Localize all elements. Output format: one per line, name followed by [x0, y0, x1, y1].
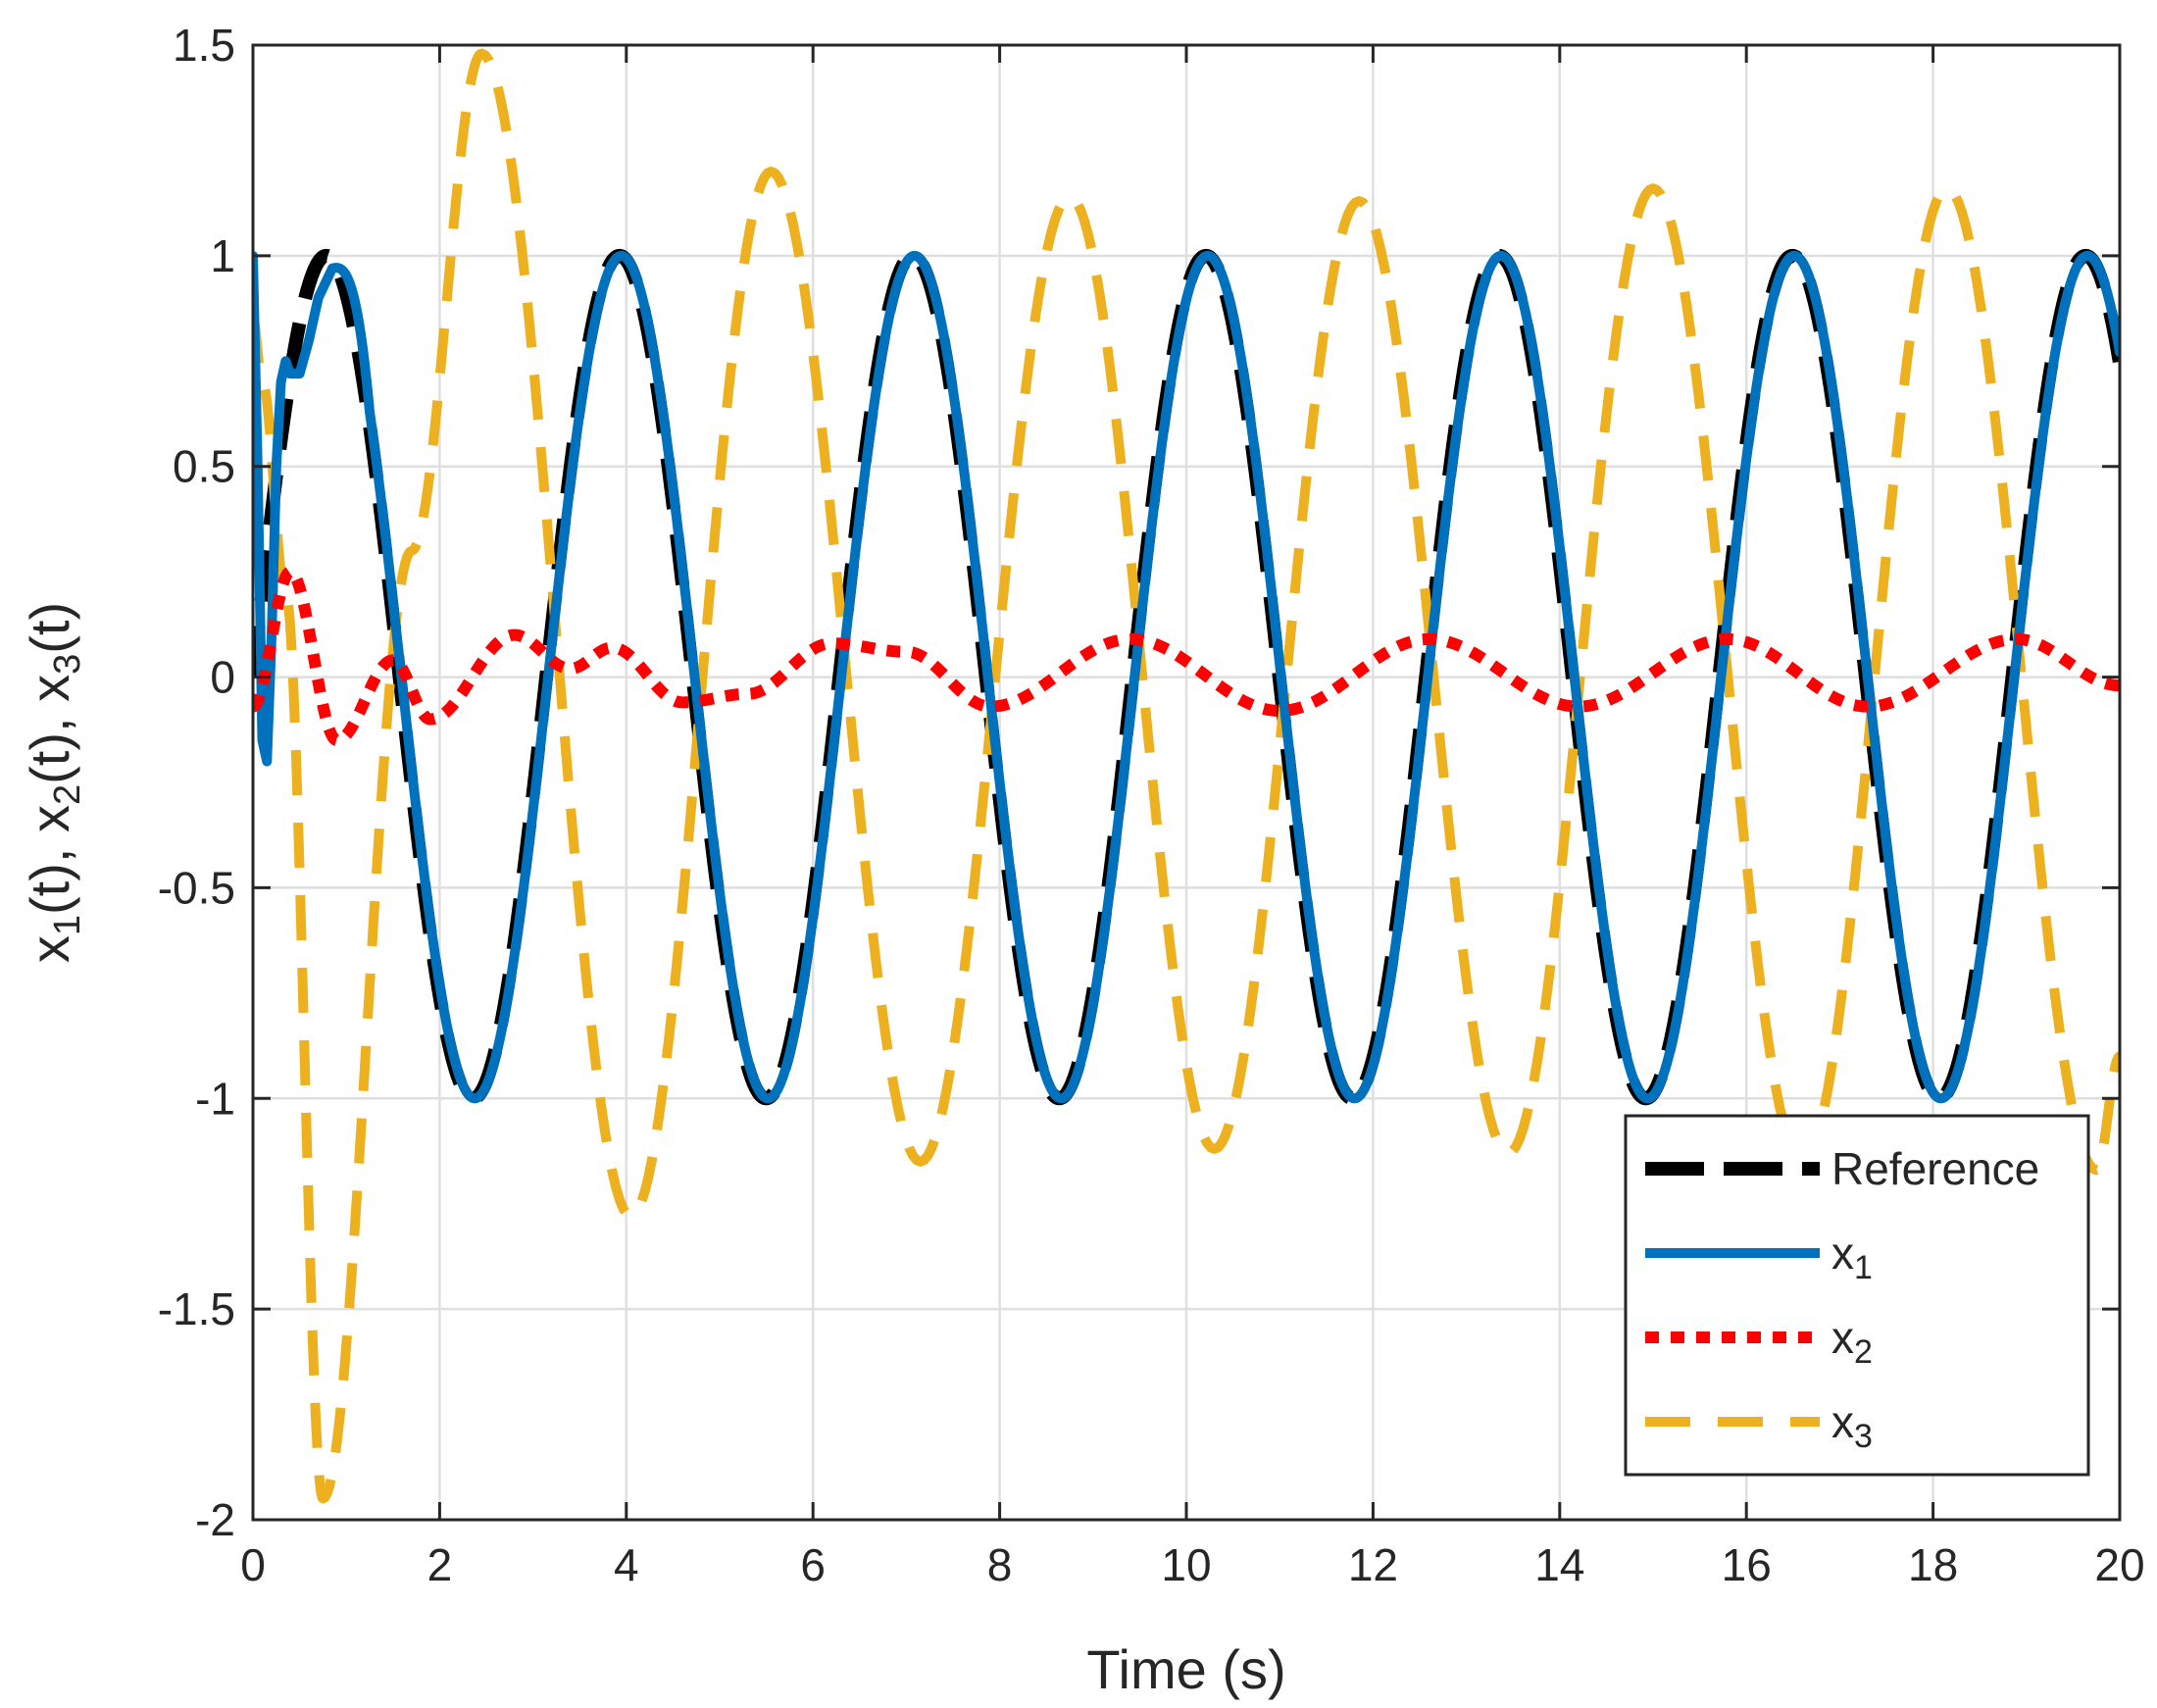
y-axis-title-subscript: 3 — [47, 654, 88, 675]
legend-label-text: x — [1831, 1228, 1854, 1279]
series-layer — [253, 48, 2120, 1504]
y-tick-label: 0 — [210, 652, 235, 703]
legend-label-text: x — [1831, 1312, 1854, 1363]
x-axis-title: Time (s) — [1086, 1638, 1285, 1700]
y-tick-label: -0.5 — [158, 862, 235, 913]
legend-label-x1: x1 — [1831, 1228, 1873, 1286]
y-axis-title-subscript: 1 — [47, 915, 88, 935]
series-line-x1 — [253, 250, 2120, 1104]
legend-label-text: Reference — [1831, 1143, 2039, 1194]
y-tick-label: -1.5 — [158, 1283, 235, 1334]
x-tick-label: 6 — [800, 1539, 826, 1590]
y-axis-title-part: (t), x — [19, 675, 80, 784]
x-tick-label: 12 — [1348, 1539, 1398, 1590]
y-axis-title: x1(t), x2(t), x3(t) — [19, 602, 88, 963]
series-line-x3 — [253, 48, 2120, 1504]
x-tick-label: 4 — [614, 1539, 639, 1590]
y-axis-title-part: (t) — [19, 602, 80, 654]
y-tick-label: 1.5 — [173, 20, 235, 71]
series-line-x2 — [253, 566, 2120, 747]
y-tick-label: 1 — [210, 230, 235, 281]
legend-label-x2: x2 — [1831, 1312, 1873, 1371]
ticks: 0 2 4 6 8 10 12 14 16 18 20-2-1.5-1-0.500.511.5 — [158, 20, 2145, 1590]
y-axis-title-part: x — [19, 935, 80, 963]
y-tick-label: -1 — [195, 1073, 235, 1124]
legend-label-subscript: 2 — [1854, 1333, 1873, 1371]
y-tick-label: -2 — [195, 1494, 235, 1545]
x-tick-label: 0 — [240, 1539, 266, 1590]
x-tick-label: 20 — [2094, 1539, 2144, 1590]
legend-label-subscript: 3 — [1854, 1418, 1873, 1455]
x-tick-label: 10 — [1161, 1539, 1211, 1590]
legend-label-text: x — [1831, 1396, 1854, 1447]
x-tick-label: 16 — [1722, 1539, 1772, 1590]
x-tick-label: 8 — [987, 1539, 1013, 1590]
x-tick-label: 14 — [1534, 1539, 1584, 1590]
legend-label-x3: x3 — [1831, 1396, 1873, 1455]
legend-label-subscript: 1 — [1854, 1249, 1873, 1286]
y-axis-title-part: (t), x — [19, 805, 80, 915]
y-tick-label: 0.5 — [173, 441, 235, 492]
x-tick-label: 18 — [1908, 1539, 1958, 1590]
y-axis-title-subscript: 2 — [47, 784, 88, 805]
legend-label-reference: Reference — [1831, 1143, 2039, 1194]
x-tick-label: 2 — [427, 1539, 453, 1590]
